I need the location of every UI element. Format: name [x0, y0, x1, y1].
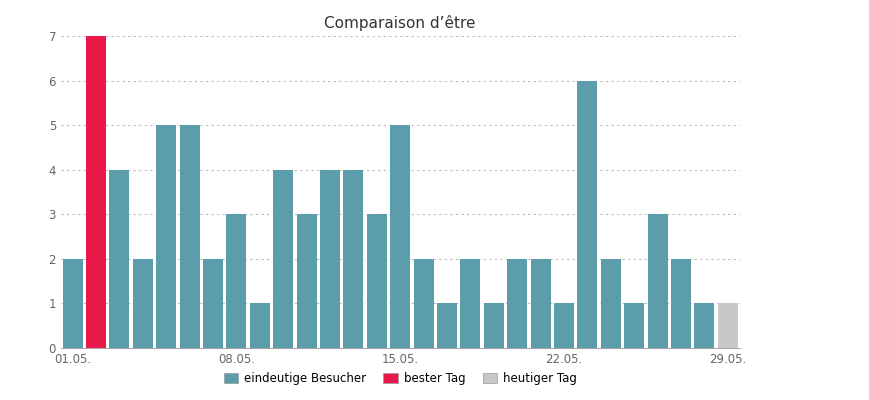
Bar	[226, 214, 246, 348]
Bar	[109, 170, 129, 348]
Bar	[296, 214, 316, 348]
Bar	[624, 304, 643, 348]
Bar	[436, 304, 456, 348]
Bar	[530, 259, 550, 348]
Bar	[133, 259, 153, 348]
Bar	[717, 304, 737, 348]
Bar	[273, 170, 293, 348]
Bar	[367, 214, 387, 348]
Bar	[554, 304, 574, 348]
Bar	[343, 170, 363, 348]
Bar	[86, 36, 106, 348]
Bar	[249, 304, 269, 348]
Bar	[483, 304, 503, 348]
Bar	[693, 304, 713, 348]
Bar	[390, 125, 409, 348]
Bar	[670, 259, 690, 348]
Bar	[577, 80, 597, 348]
Bar	[460, 259, 480, 348]
Title: Comparaison d’être: Comparaison d’être	[324, 15, 475, 31]
Bar	[180, 125, 199, 348]
Bar	[202, 259, 222, 348]
Bar	[63, 259, 83, 348]
Bar	[413, 259, 433, 348]
Legend: eindeutige Besucher, bester Tag, heutiger Tag: eindeutige Besucher, bester Tag, heutige…	[219, 368, 580, 390]
Bar	[156, 125, 176, 348]
Bar	[507, 259, 527, 348]
Bar	[647, 214, 667, 348]
Bar	[600, 259, 620, 348]
Bar	[320, 170, 340, 348]
